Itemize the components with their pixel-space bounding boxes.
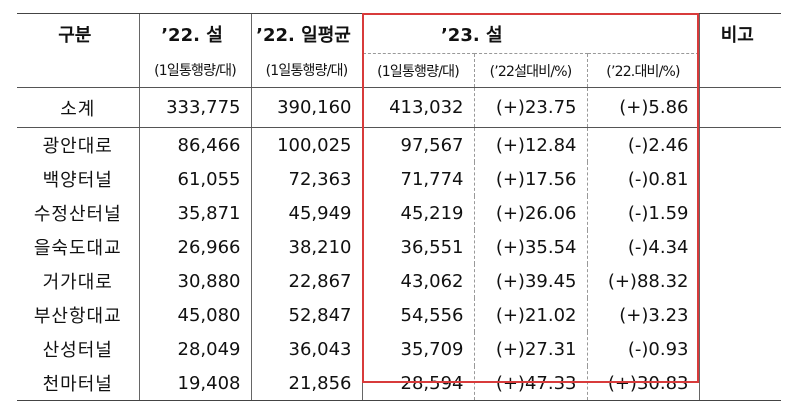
cell-2022-average: 390,160 (250, 87, 362, 128)
table-row: 거가대로 30,880 22,867 43,062 (+)39.45 (+)88.32 (17, 264, 781, 298)
header-2023-seollal: ’23. 설 (361, 13, 587, 54)
subtotal-row: 소계 333,775 390,160 413,032 (+)23.75 (+)5… (17, 87, 781, 128)
cell-vs-2022-seollal: (+)12.84 (473, 127, 587, 162)
row-name: 거가대로 (42, 272, 113, 293)
cell-2023: 413,032 (361, 87, 474, 128)
cell-2023: 28,594 (361, 366, 474, 401)
compare-label-vs-2022: (’22.대비/%) (586, 53, 699, 88)
unit-label-2022-average: (1일통행량/대) (250, 53, 362, 88)
table-row: 수정산터널 35,871 45,949 45,219 (+)26.06 (-)1.59 (17, 196, 781, 230)
cell-vs-2022-seollal: (+)39.45 (473, 264, 587, 298)
row-name: 소계 (17, 87, 139, 128)
cell-remark (698, 127, 781, 162)
cell-vs-2022-seollal: (+)17.56 (473, 162, 587, 196)
row-name: 부산항대교 (33, 306, 122, 327)
cell-2023: 71,774 (361, 162, 474, 196)
cell-vs-2022: (-)2.46 (586, 127, 699, 162)
cell-2022-average: 36,043 (250, 332, 362, 366)
cell-2022-average: 100,025 (250, 127, 362, 162)
cell-vs-2022: (+)88.32 (586, 264, 699, 298)
cell-2022: 28,049 (138, 332, 251, 366)
cell-2022: 61,055 (138, 162, 251, 196)
row-name: 광안대로 (42, 136, 113, 157)
cell-vs-2022-seollal: (+)35.54 (473, 230, 587, 264)
header-remark: 비고 (698, 13, 781, 54)
cell-2022-average: 38,210 (250, 230, 362, 264)
cell-2022: 45,080 (138, 298, 251, 332)
unit-label-2023: (1일통행량/대) (361, 53, 474, 88)
remark-spacer (698, 53, 781, 88)
header-category: 구분 (17, 13, 139, 54)
cell-vs-2022: (+)30.83 (586, 366, 699, 401)
cell-vs-2022-seollal: (+)23.75 (473, 87, 587, 128)
cell-2023: 54,556 (361, 298, 474, 332)
cell-vs-2022: (-)1.59 (586, 196, 699, 230)
cell-vs-2022: (-)4.34 (586, 230, 699, 264)
row-name: 수정산터널 (33, 204, 122, 225)
cell-vs-2022-seollal: (+)27.31 (473, 332, 587, 366)
cell-vs-2022-seollal: (+)47.33 (473, 366, 587, 401)
cell-vs-2022: (+)5.86 (586, 87, 699, 128)
cell-2022: 19,408 (138, 366, 251, 401)
cell-remark (698, 332, 781, 366)
cell-remark (698, 162, 781, 196)
cell-vs-2022: (-)0.93 (586, 332, 699, 366)
cell-vs-2022: (+)3.23 (586, 298, 699, 332)
table-row: 부산항대교 45,080 52,847 54,556 (+)21.02 (+)3.23 (17, 298, 781, 332)
cell-2022: 30,880 (138, 264, 251, 298)
traffic-table: 구분 ’22. 설 ’22. 일평균 ’23. 설 비고 (1일통행량/대) (… (17, 13, 781, 401)
cell-remark (698, 264, 781, 298)
cell-2023: 97,567 (361, 127, 474, 162)
cell-vs-2022-seollal: (+)26.06 (473, 196, 587, 230)
cell-remark (698, 298, 781, 332)
cell-remark (698, 230, 781, 264)
unit-label-2022: (1일통행량/대) (138, 53, 251, 88)
cell-remark (698, 196, 781, 230)
cell-2023: 43,062 (361, 264, 474, 298)
cell-remark (698, 87, 781, 128)
row-name: 을숙도대교 (33, 238, 122, 259)
header-2023-seollal-spacer (587, 13, 699, 54)
tunnel-rows: 광안대로 86,466 100,025 97,567 (+)12.84 (-)2.46 백양… (17, 127, 781, 401)
compare-label-vs-2022-seollal: (’22설대비/%) (473, 53, 587, 88)
header-category-spacer (17, 53, 139, 88)
cell-remark (698, 366, 781, 401)
cell-2022: 333,775 (138, 87, 251, 128)
table-row: 광안대로 86,466 100,025 97,567 (+)12.84 (-)2.46 (17, 127, 781, 162)
row-name: 천마터널 (17, 366, 139, 401)
table-row: 천마터널 19,408 21,856 28,594 (+)47.33 (+)30.83 (17, 366, 781, 401)
table-row: 산성터널 28,049 36,043 35,709 (+)27.31 (-)0.93 (17, 332, 781, 366)
cell-vs-2022-seollal: (+)21.02 (473, 298, 587, 332)
cell-2022: 35,871 (138, 196, 251, 230)
table-row: 백양터널 61,055 72,363 71,774 (+)17.56 (-)0.81 (17, 162, 781, 196)
cell-2022-average: 45,949 (250, 196, 362, 230)
row-name: 산성터널 (42, 340, 113, 361)
cell-vs-2022: (-)0.81 (586, 162, 699, 196)
cell-2022-average: 22,867 (250, 264, 362, 298)
row-name: 백양터널 (42, 170, 113, 191)
cell-2022-average: 52,847 (250, 298, 362, 332)
table-row: 을숙도대교 26,966 38,210 36,551 (+)35.54 (-)4.34 (17, 230, 781, 264)
header-2022-seollal: ’22. 설 (138, 13, 251, 54)
cell-2022: 26,966 (138, 230, 251, 264)
cell-2022-average: 21,856 (250, 366, 362, 401)
cell-2023: 35,709 (361, 332, 474, 366)
header-2022-daily-average: ’22. 일평균 (250, 13, 362, 54)
cell-2022: 86,466 (138, 127, 251, 162)
cell-2023: 45,219 (361, 196, 474, 230)
cell-2023: 36,551 (361, 230, 474, 264)
cell-2022-average: 72,363 (250, 162, 362, 196)
